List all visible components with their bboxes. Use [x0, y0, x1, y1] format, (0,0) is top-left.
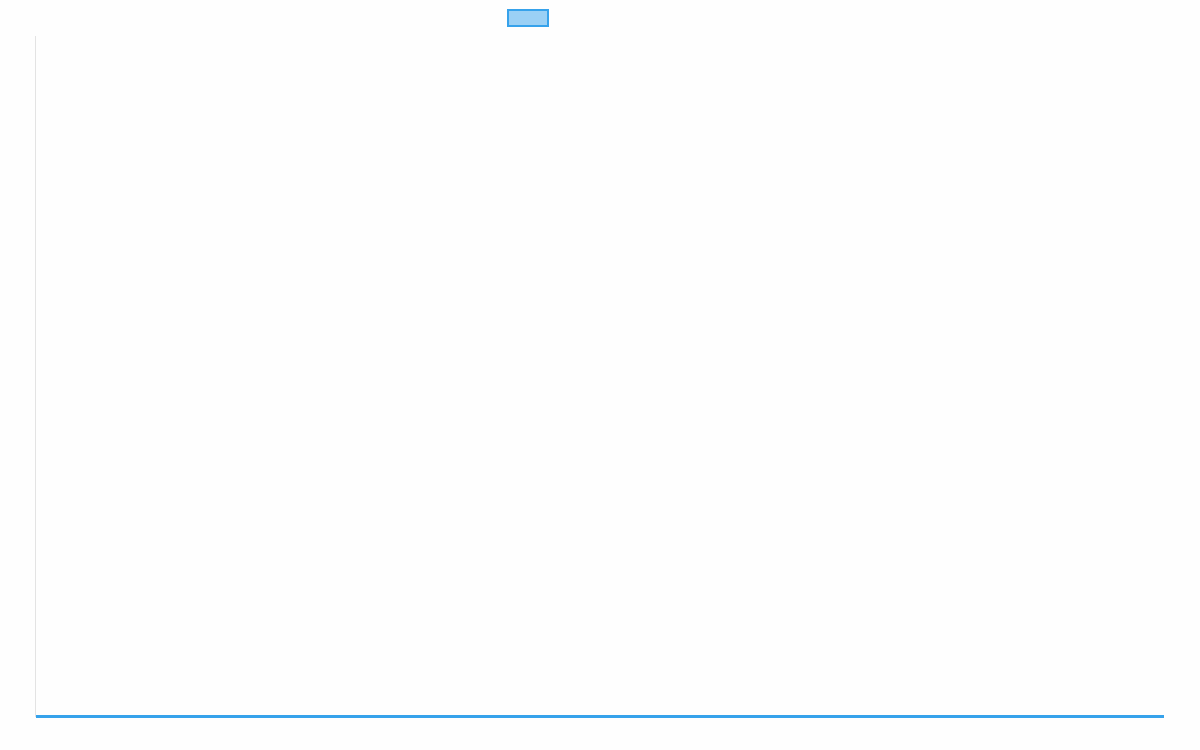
legend-swatch[interactable]: [507, 9, 549, 27]
